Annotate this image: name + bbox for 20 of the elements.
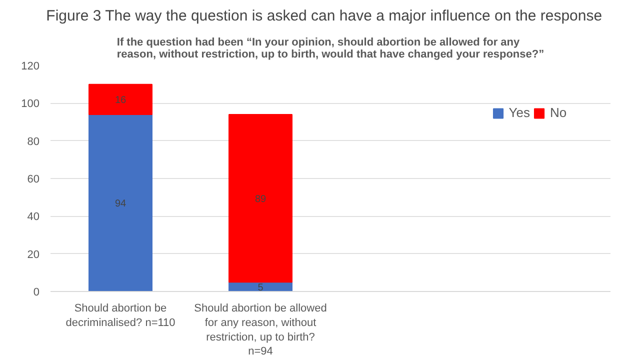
bar — [88, 84, 152, 115]
y-tick-label: 120 — [21, 60, 40, 72]
y-tick-label: 60 — [27, 174, 40, 186]
bar — [228, 114, 292, 283]
y-tick-label: 80 — [27, 136, 40, 148]
data-label: 94 — [114, 198, 126, 210]
data-label: 16 — [114, 94, 126, 106]
data-label: 5 — [258, 282, 264, 294]
legend-label: No — [550, 105, 568, 120]
y-tick-label: 20 — [27, 248, 40, 261]
y-tick-label: 0 — [33, 286, 40, 298]
y-tick-label: 40 — [27, 211, 40, 224]
bar — [88, 114, 152, 292]
chart-title: Figure 3 The way the question is asked can have a major influence on the response — [46, 8, 602, 24]
x-tick-label: Should abortion be decriminalised? n=110 — [66, 302, 176, 329]
chart-subtitle: If the question had been “In your opinion, should abortion be allowed for any reason, without restriction, up to birth, would that have changed your response?” — [116, 36, 544, 60]
data-label: 89 — [254, 194, 266, 205]
y-tick-label: 100 — [21, 98, 40, 110]
legend-label: Yes — [508, 105, 530, 120]
x-tick-label: Should abortion be allowed for any reason, without restriction, up to birth? n=94 — [194, 302, 327, 358]
